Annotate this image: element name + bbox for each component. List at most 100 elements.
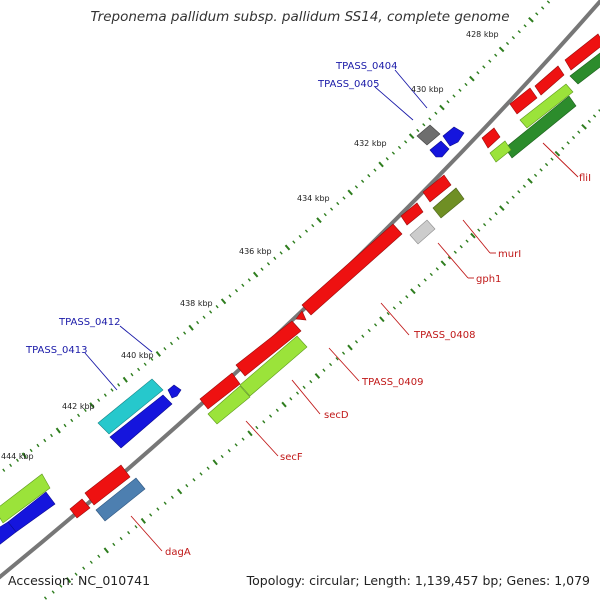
guide-tick (260, 267, 264, 271)
tick-label: 438 kbp (180, 299, 213, 308)
guide-tick (517, 30, 521, 34)
guide-tick (298, 234, 302, 239)
guide-tick (550, 157, 554, 161)
guide-tick (561, 146, 565, 150)
guide-tick (535, 12, 539, 16)
gene-label-tpass-0412: TPASS_0412 (58, 317, 120, 328)
guide-tick (470, 232, 476, 239)
guide-tick (476, 71, 480, 75)
gene-label-gph1: gph1 (476, 274, 501, 285)
guide-tick (234, 288, 239, 293)
guide-tick (247, 430, 253, 437)
guide-tick (83, 408, 87, 413)
guide-tick (304, 229, 309, 233)
guide-tick (155, 350, 161, 357)
guide-tick (523, 24, 527, 28)
gene-dagA-red-1 (84, 464, 131, 506)
figure-title: Treponema pallidum subsp. pallidum SS14,… (90, 9, 510, 25)
guide-tick (494, 212, 498, 216)
guide-tick (119, 536, 123, 541)
guide-tick (335, 357, 339, 361)
guide-tick (342, 196, 346, 200)
guide-tick (163, 347, 167, 351)
gene-tpass-0404-arrow (442, 126, 465, 147)
guide-tick (82, 566, 86, 570)
guide-tick (539, 168, 543, 172)
accession-text: Accession: NC_010741 (8, 573, 151, 588)
gene-tpass-0409-arrow (235, 320, 302, 377)
guide-tick (156, 507, 160, 511)
guide-tick (581, 123, 587, 130)
gene-label-muri: murI (498, 249, 521, 260)
guide-tick (103, 393, 107, 397)
guide-tick (202, 315, 206, 319)
gene-tpass-0405-arrow (429, 140, 450, 158)
gene-label-tpass-0408: TPASS_0408 (413, 330, 475, 341)
guide-tick (192, 478, 196, 482)
guide-tick (373, 323, 378, 327)
guide-tick (9, 463, 13, 467)
guide-tick (149, 513, 153, 517)
guide-tick (511, 35, 515, 40)
guide-tick (289, 397, 293, 401)
guide-tick (417, 283, 421, 288)
guide-tick (505, 41, 510, 46)
guide-tick (522, 184, 527, 188)
guide-tick (163, 501, 167, 505)
guide-tick (398, 300, 403, 305)
guide-tick (134, 525, 138, 529)
guide-tick (247, 278, 251, 282)
connector-tpass-0409 (328, 347, 360, 382)
guide-tick (323, 212, 327, 217)
guide-tick (97, 398, 101, 402)
connector-secf (245, 420, 279, 457)
guide-tick (505, 201, 510, 205)
guide-tick (554, 150, 561, 157)
guide-tick (143, 362, 147, 366)
guide-tick (378, 161, 384, 168)
guide-tick (347, 344, 353, 351)
reverse-strand-genes (69, 33, 600, 522)
guide-tick (117, 383, 121, 387)
gene-labels: TPASS_0404 TPASS_0405 TPASS_0412 TPASS_0… (25, 61, 591, 558)
guide-tick (36, 443, 40, 448)
guide-tick (440, 260, 447, 267)
guide-tick (292, 240, 296, 244)
guide-tick (528, 16, 534, 23)
connector-daga (130, 515, 163, 552)
guide-tick (386, 311, 390, 316)
guide-tick (130, 372, 134, 377)
guide-tick (482, 223, 487, 227)
gene-small-red-3 (199, 372, 241, 410)
guide-tick (140, 517, 146, 524)
guide-tick (336, 201, 340, 206)
guide-tick (566, 141, 570, 145)
guide-tick (446, 100, 450, 104)
gene-dagA-red-2 (69, 498, 91, 519)
gene-dagA-steel (95, 477, 146, 522)
guide-tick (410, 288, 416, 295)
tick-label: 440 kbp (121, 351, 154, 360)
guide-tick (403, 140, 408, 144)
guide-tick (354, 340, 359, 344)
guide-tick (482, 65, 486, 69)
guide-tick (533, 173, 538, 178)
guide-tick (170, 495, 174, 500)
guide-tick (59, 584, 63, 588)
connector-flii (542, 142, 579, 178)
guide-tick (379, 316, 385, 323)
connector-muri-a (462, 219, 491, 254)
guide-tick (517, 190, 521, 194)
tick-label: 436 kbp (239, 247, 272, 256)
guide-tick (429, 272, 433, 277)
guide-tick (428, 117, 432, 121)
guide-tick (284, 244, 291, 251)
gene-flii-arrow (504, 95, 577, 159)
connector-secd (291, 379, 321, 415)
guide-tick (361, 334, 365, 338)
guide-tick (587, 119, 591, 124)
gene-label-tpass-0409: TPASS_0409 (361, 377, 423, 388)
guide-tick (227, 449, 231, 453)
guide-tick (571, 135, 576, 140)
